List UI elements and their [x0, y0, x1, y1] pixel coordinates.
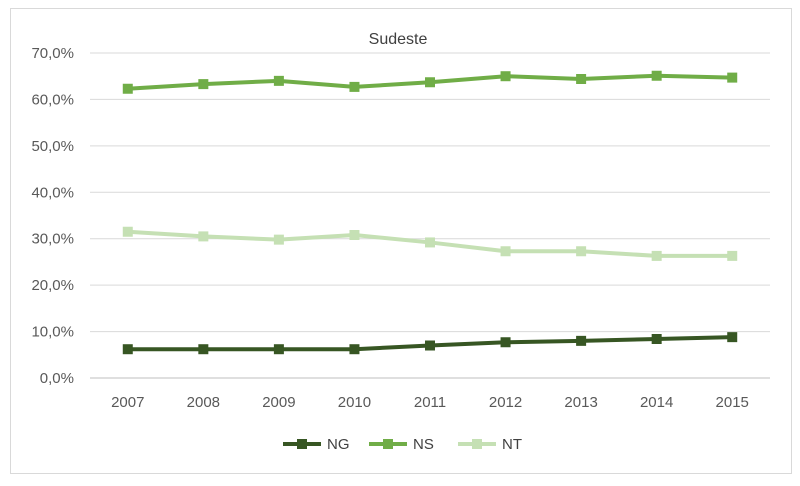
- y-tick-label: 70,0%: [31, 45, 74, 62]
- legend-label: NG: [327, 436, 350, 453]
- data-point-nt: [349, 230, 360, 240]
- data-point-ng: [576, 335, 587, 346]
- y-tick-label: 0,0%: [40, 370, 74, 387]
- x-tick-label: 2014: [640, 394, 673, 411]
- series-nt: [122, 226, 738, 261]
- data-point-nt: [727, 250, 738, 261]
- data-point-ng: [727, 332, 738, 343]
- data-point-nt: [425, 237, 435, 248]
- x-tick-label: 2009: [262, 394, 295, 411]
- data-point-ng: [425, 340, 435, 351]
- series-ng: [122, 332, 738, 355]
- y-tick-label: 60,0%: [31, 91, 74, 108]
- y-tick-label: 50,0%: [31, 138, 74, 155]
- data-point-ns: [122, 83, 133, 94]
- data-point-nt: [500, 246, 511, 257]
- gridlines: [90, 52, 770, 379]
- chart-title: Sudeste: [369, 31, 428, 48]
- x-tick-label: 2015: [716, 394, 749, 411]
- x-tick-label: 2012: [489, 394, 522, 411]
- data-point-nt: [273, 234, 284, 245]
- data-point-ng: [500, 337, 511, 348]
- y-tick-label: 20,0%: [31, 277, 74, 294]
- x-tick-label: 2013: [564, 394, 597, 411]
- legend-label: NT: [502, 436, 522, 453]
- y-tick-label: 40,0%: [31, 184, 74, 201]
- legend: NG NS NT: [283, 436, 522, 453]
- data-point-nt: [198, 231, 209, 242]
- data-point-ns: [273, 75, 284, 86]
- x-tick-label: 2007: [111, 394, 144, 411]
- legend-swatch-marker: [297, 439, 307, 449]
- y-axis: 0,0% 10,0% 20,0% 30,0% 40,0% 50,0% 60,0% 70,0%: [31, 45, 74, 387]
- legend-item-nt: NT: [458, 436, 522, 453]
- data-point-ns: [500, 71, 511, 82]
- legend-item-ng: NG: [283, 436, 350, 453]
- legend-label: NS: [413, 436, 434, 453]
- y-tick-label: 30,0%: [31, 231, 74, 248]
- data-point-nt: [576, 246, 587, 257]
- data-point-ns: [349, 81, 360, 92]
- data-point-ng: [122, 344, 133, 355]
- data-point-ns: [425, 77, 435, 88]
- data-point-nt: [651, 250, 662, 261]
- series-ns: [122, 70, 738, 94]
- legend-swatch-marker: [472, 439, 482, 449]
- x-tick-label: 2010: [338, 394, 371, 411]
- x-tick-label: 2011: [414, 394, 446, 411]
- legend-swatch-marker: [383, 439, 393, 449]
- series-group: [122, 70, 738, 355]
- x-axis: 2007 2008 2009 2010 2011 2012 2013 2014 2015: [111, 394, 749, 411]
- data-point-ns: [727, 72, 738, 83]
- data-point-ns: [651, 70, 662, 81]
- data-point-ng: [651, 334, 662, 344]
- data-point-ng: [273, 344, 284, 355]
- data-point-ng: [349, 344, 360, 355]
- data-point-ns: [198, 79, 209, 90]
- data-point-ng: [198, 344, 209, 355]
- data-point-nt: [122, 226, 133, 237]
- y-tick-label: 10,0%: [31, 324, 74, 341]
- x-tick-label: 2008: [187, 394, 220, 411]
- legend-item-ns: NS: [369, 436, 434, 453]
- data-point-ns: [576, 74, 587, 84]
